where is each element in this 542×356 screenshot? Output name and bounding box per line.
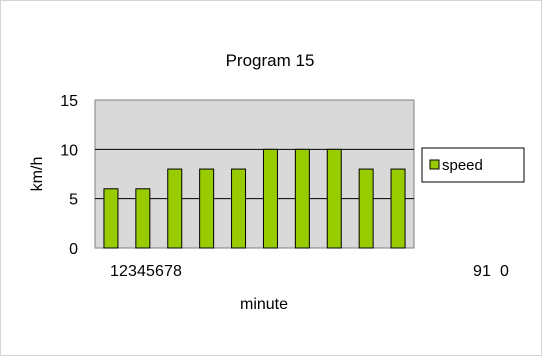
bar-1 — [103, 188, 119, 249]
bar-2 — [135, 188, 151, 249]
bar-3 — [167, 168, 183, 249]
x-tick-label: 5 — [146, 263, 155, 280]
x-axis-label: minute — [240, 296, 288, 313]
bar-5 — [231, 168, 247, 249]
bar-8 — [326, 148, 342, 249]
chart-title: Program 15 — [226, 51, 315, 70]
x-tick-label: 9 — [473, 263, 482, 280]
x-tick-label: 4 — [137, 263, 146, 280]
legend-label-speed: speed — [442, 157, 483, 174]
bars — [103, 148, 406, 249]
y-axis-ticks: 0 5 10 15 — [60, 93, 78, 258]
x-tick-label: 1 — [110, 263, 119, 280]
bar-4 — [199, 168, 215, 249]
x-tick-label: 7 — [164, 263, 173, 280]
legend-swatch-speed — [429, 159, 440, 170]
x-tick-label: 3 — [128, 263, 137, 280]
y-tick-label: 5 — [69, 192, 78, 209]
bar-7 — [294, 148, 310, 249]
y-tick-label: 10 — [60, 142, 78, 159]
x-tick-label: 0 — [500, 263, 509, 280]
bar-6 — [262, 148, 278, 249]
x-tick-label: 6 — [155, 263, 164, 280]
x-tick-label: 2 — [119, 263, 128, 280]
bar-10 — [390, 168, 406, 249]
y-tick-label: 15 — [60, 93, 78, 110]
y-tick-label: 0 — [69, 241, 78, 258]
y-axis-label: km/h — [29, 157, 46, 192]
x-tick-label: 8 — [173, 263, 182, 280]
x-tick-label: 1 — [482, 263, 491, 280]
legend: speed — [421, 147, 525, 183]
bar-9 — [358, 168, 374, 249]
